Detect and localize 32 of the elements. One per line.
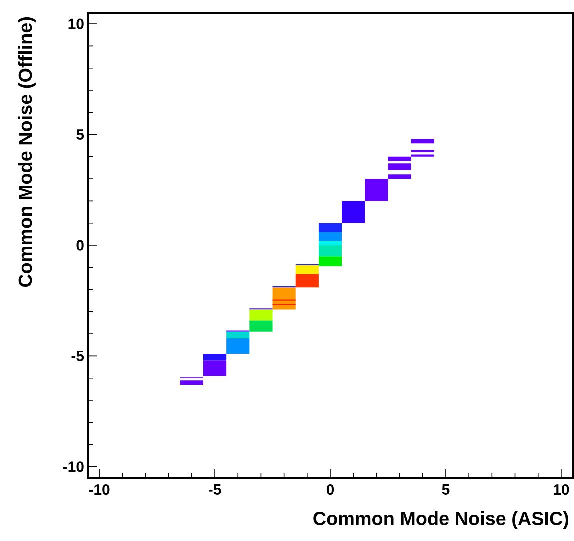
bar — [226, 338, 250, 354]
bar — [296, 274, 319, 288]
bar — [388, 174, 412, 180]
y-axis-title: Common Mode Noise (Offline) — [18, 17, 36, 288]
y-tick-label: 10 — [68, 18, 84, 30]
bar — [250, 310, 273, 321]
x-tick-label: 5 — [442, 484, 450, 495]
bar — [296, 265, 319, 274]
y-tick-label: -10 — [63, 462, 84, 472]
bar — [180, 380, 204, 385]
bar — [226, 332, 250, 338]
bar — [342, 201, 366, 224]
y-tick-label: -5 — [72, 351, 84, 362]
bar — [388, 164, 412, 170]
x-tick-label: 10 — [554, 484, 570, 496]
bar — [318, 223, 342, 232]
x-tick-label: -5 — [208, 484, 222, 495]
bar — [318, 245, 342, 257]
bar — [388, 156, 412, 162]
bar — [203, 354, 227, 361]
x-tick-label: -10 — [89, 484, 110, 496]
bar — [250, 320, 273, 332]
bar — [318, 241, 342, 246]
y-tick-label: 0 — [76, 240, 84, 251]
x-axis-title: Common Mode Noise (ASIC) — [314, 512, 569, 530]
bar — [318, 256, 342, 267]
bar — [411, 139, 434, 144]
bar — [318, 232, 342, 242]
x-tick-label: 0 — [326, 484, 334, 496]
bar — [203, 360, 227, 376]
bar — [365, 179, 388, 202]
y-tick-label: 5 — [76, 130, 84, 140]
